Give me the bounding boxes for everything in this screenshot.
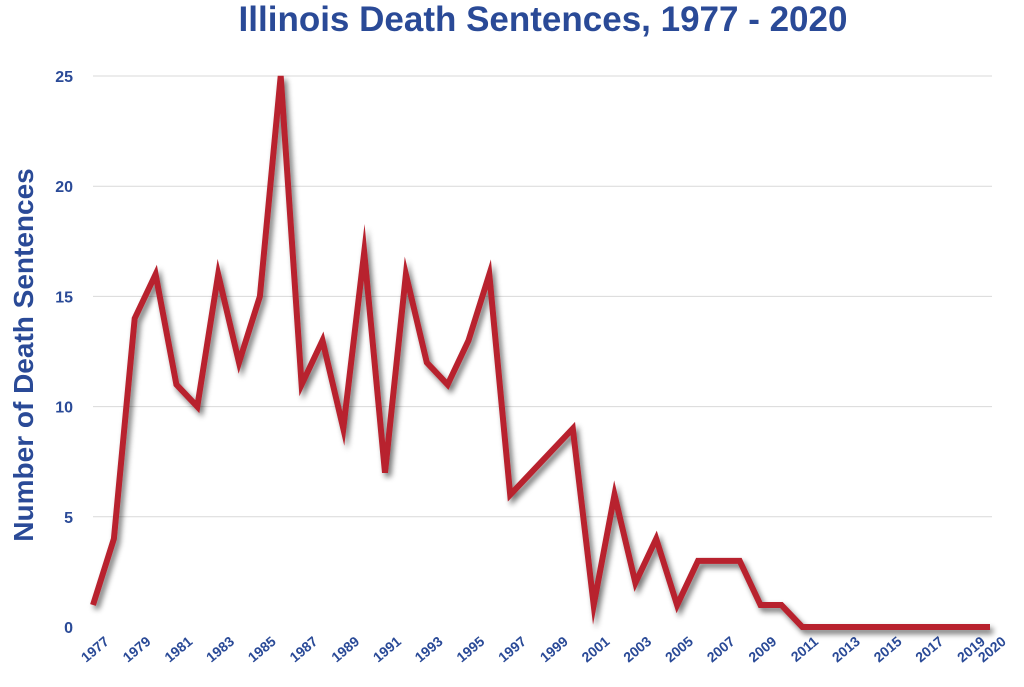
x-tick-label: 1993 [412, 633, 446, 665]
x-tick-label: 2013 [829, 633, 863, 665]
x-tick-label: 1977 [78, 633, 112, 665]
x-tick-label: 1997 [495, 633, 529, 665]
x-tick-label: 1985 [245, 633, 279, 665]
x-tick-label: 1983 [203, 633, 237, 665]
x-tick-label: 2017 [912, 633, 946, 665]
y-tick-label: 15 [55, 289, 73, 306]
x-tick-label: 1981 [161, 633, 195, 665]
y-axis-label: Number of Death Sentences [8, 168, 39, 541]
chart-title: Illinois Death Sentences, 1977 - 2020 [239, 0, 848, 39]
x-tick-label: 2003 [620, 633, 654, 665]
x-tick-label: 1979 [119, 633, 153, 665]
x-tick-label: 1995 [453, 633, 487, 665]
series-group [90, 75, 990, 630]
x-tick-label: 2009 [745, 633, 779, 665]
x-tick-label: 2001 [578, 633, 612, 665]
y-tick-label: 20 [55, 179, 73, 196]
y-tick-label: 10 [55, 400, 73, 417]
x-tick-label: 2005 [662, 633, 696, 665]
x-tick-label: 1999 [537, 633, 571, 665]
x-tick-label: 2015 [870, 633, 904, 665]
x-tick-label: 1991 [370, 633, 404, 665]
x-tick-label: 2007 [704, 633, 738, 665]
gridlines [93, 75, 992, 518]
x-tick-label: 1989 [328, 633, 362, 665]
x-tick-label: 1987 [286, 633, 320, 665]
y-tick-label: 5 [64, 510, 73, 527]
x-tick-label: 2011 [788, 633, 822, 665]
y-tick-label: 0 [64, 620, 73, 637]
y-axis-ticks: 0 5 10 15 20 25 [55, 69, 73, 637]
x-axis-ticks: 1977 1979 1981 1983 1985 1987 1989 1991 1993 1995… [78, 633, 1009, 665]
series-line [90, 75, 990, 630]
y-tick-label: 25 [55, 69, 73, 86]
